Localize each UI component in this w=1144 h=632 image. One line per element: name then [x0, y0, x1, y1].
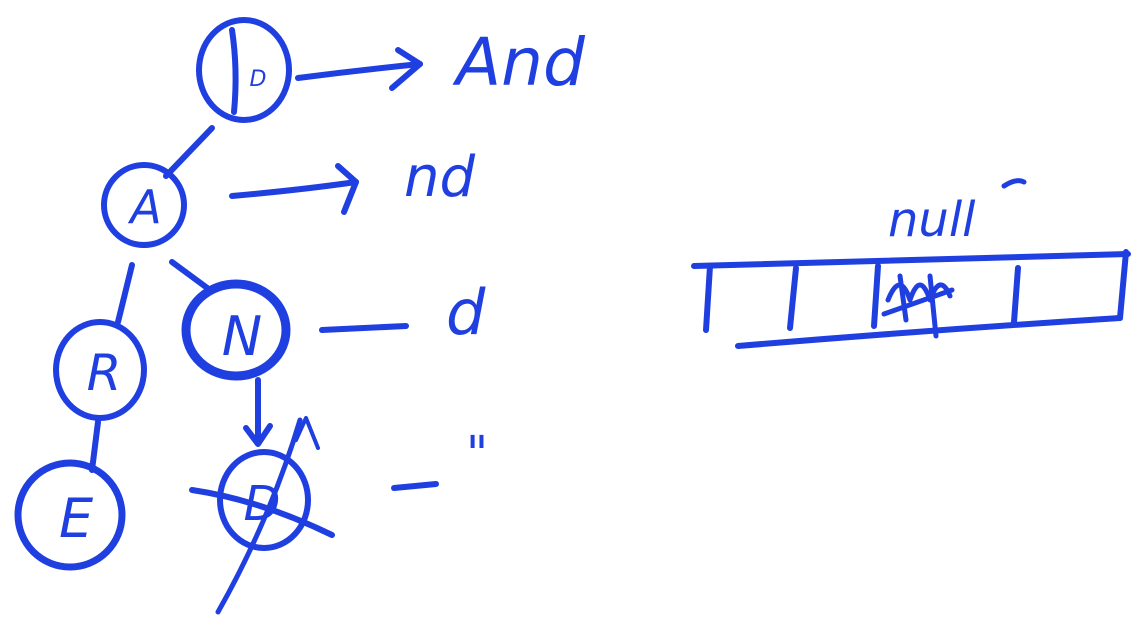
node-d-crossed: D	[189, 416, 335, 615]
node-stroke	[229, 27, 239, 115]
node-circle	[14, 459, 126, 571]
arrow-a-suffix	[229, 179, 359, 199]
suffix-labels: And nd d "	[404, 24, 586, 482]
array-diagram: null	[691, 178, 1131, 349]
node-label: N	[222, 305, 262, 368]
node-e: E	[14, 459, 126, 571]
array-right-border	[1117, 249, 1129, 321]
array-divider	[787, 265, 799, 331]
array-divider	[703, 263, 713, 333]
dash-n-suffix	[319, 323, 409, 333]
array-divider	[1011, 265, 1021, 325]
cross-out-stroke	[189, 487, 335, 538]
arrow-head-n-d	[243, 423, 273, 447]
array-divider	[871, 263, 881, 329]
array-label: null	[888, 192, 976, 248]
arrow-head	[335, 163, 359, 215]
node-circle	[181, 279, 291, 381]
node-n: N	[181, 279, 291, 381]
suffix-root: And	[452, 24, 586, 101]
array-top-border	[691, 251, 1131, 269]
arrow-head	[389, 47, 423, 91]
node-label: A	[127, 180, 161, 234]
suffix-arrows	[229, 47, 439, 491]
dash-d-suffix	[391, 481, 439, 491]
node-circle	[53, 319, 147, 421]
node-a: A	[101, 162, 187, 248]
edge-a-r	[115, 262, 135, 325]
node-label: D	[250, 67, 267, 92]
array-label-tail	[1001, 178, 1027, 189]
suffix-n: d	[446, 276, 486, 349]
edge-r-e	[89, 419, 101, 473]
array-bottom-border	[735, 315, 1123, 349]
node-circle	[101, 162, 187, 248]
node-r: R	[53, 319, 147, 421]
tree-edges	[89, 125, 273, 473]
node-circle	[217, 449, 311, 551]
edge-a-n	[169, 259, 213, 293]
node-root-d: D	[196, 17, 292, 123]
node-circle	[196, 17, 292, 123]
suffix-a: nd	[404, 145, 475, 210]
edge-root-a	[163, 125, 215, 179]
suffix-d: "	[466, 426, 488, 482]
cross-out-stroke	[215, 417, 303, 615]
node-label: R	[87, 344, 122, 402]
cross-out-stroke	[294, 416, 320, 450]
arrow-root-suffix	[295, 61, 423, 81]
node-label: E	[59, 487, 94, 550]
scribbled-cell	[881, 273, 955, 339]
